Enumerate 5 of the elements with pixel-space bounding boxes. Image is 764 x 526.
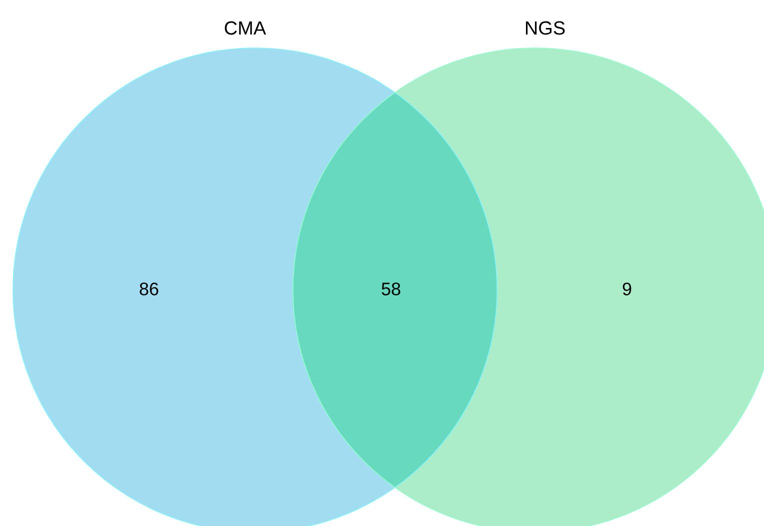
- data-label: 58: [382, 282, 400, 296]
- category-label: CMA: [224, 21, 266, 35]
- category-label: NGS: [526, 21, 565, 35]
- data-label: 9: [622, 282, 632, 296]
- data-label: 86: [140, 282, 158, 296]
